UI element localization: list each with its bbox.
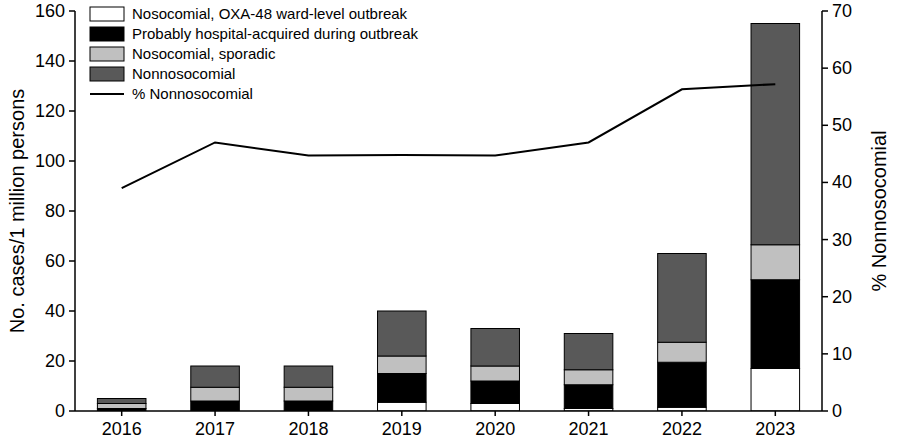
y-tick	[69, 60, 75, 62]
y2-tick-label: 70	[832, 1, 852, 21]
x-tick	[308, 411, 310, 416]
legend-line	[90, 93, 124, 95]
y-tick-label: 40	[45, 301, 65, 321]
y2-tick	[822, 239, 828, 241]
bar	[378, 402, 427, 411]
y-tick-label: 20	[45, 351, 65, 371]
x-tick	[121, 411, 123, 416]
legend-swatch	[90, 27, 124, 41]
bar	[471, 381, 520, 404]
y-tick-label: 60	[45, 251, 65, 271]
chart: 0 20 40 60 80 100 120 140 160 0 10 20 30 40 50 60 70 2016…	[0, 0, 900, 446]
y-tick-label: 140	[35, 51, 65, 71]
bar	[284, 387, 333, 401]
y2-tick	[822, 125, 828, 127]
x-tick-label: 2023	[755, 419, 795, 439]
x-tick-label: 2018	[288, 419, 328, 439]
legend-label: Nosocomial, OXA-48 ward-level outbreak	[132, 5, 408, 22]
y2-axis-label: % Nonnosocomial	[868, 130, 890, 291]
x-tick-label: 2019	[382, 419, 422, 439]
bar	[658, 362, 707, 407]
x-tick	[588, 411, 590, 416]
y2-tick-label: 0	[832, 401, 842, 421]
x-tick-label: 2017	[195, 419, 235, 439]
x-tick	[401, 411, 403, 416]
y2-tick-label: 10	[832, 344, 852, 364]
bar	[284, 366, 333, 387]
x-axis	[75, 410, 822, 412]
x-tick	[775, 411, 777, 416]
x-tick-label: 2022	[662, 419, 702, 439]
bar	[658, 254, 707, 343]
bar	[471, 329, 520, 367]
bar	[191, 387, 240, 401]
y-tick-label: 160	[35, 1, 65, 21]
bar	[191, 401, 240, 411]
x-tick	[681, 411, 683, 416]
y-tick	[69, 260, 75, 262]
bar	[751, 369, 800, 412]
y2-axis	[821, 11, 823, 411]
bar	[564, 370, 613, 385]
bar	[751, 24, 800, 245]
legend-swatch	[90, 7, 124, 21]
x-tick-label: 2016	[102, 419, 142, 439]
y-tick	[69, 160, 75, 162]
y-axis-label: No. cases/1 million persons	[6, 89, 28, 334]
line	[122, 84, 776, 188]
y2-tick	[822, 296, 828, 298]
y2-tick	[822, 410, 828, 412]
bar	[751, 245, 800, 280]
bar	[564, 385, 613, 409]
bar	[97, 404, 146, 409]
bar	[471, 404, 520, 412]
x-tick	[494, 411, 496, 416]
bar	[471, 366, 520, 381]
y2-tick	[822, 10, 828, 12]
bar	[191, 366, 240, 387]
y2-tick-label: 30	[832, 230, 852, 250]
plot-area	[97, 24, 799, 412]
legend-swatch	[90, 67, 124, 81]
y-tick	[69, 210, 75, 212]
bar	[658, 342, 707, 362]
bar	[378, 311, 427, 356]
y2-tick-label: 60	[832, 58, 852, 78]
legend-label: Probably hospital-acquired during outbre…	[132, 25, 419, 42]
x-tick-label: 2021	[569, 419, 609, 439]
bar	[284, 401, 333, 411]
y-tick	[69, 10, 75, 12]
bar	[378, 374, 427, 403]
bar	[751, 280, 800, 369]
y-tick-label: 80	[45, 201, 65, 221]
bar	[378, 356, 427, 374]
y-tick	[69, 110, 75, 112]
y-tick	[69, 360, 75, 362]
bar	[564, 334, 613, 370]
legend-label: Nonnosocomial	[132, 65, 235, 82]
y2-tick-label: 20	[832, 287, 852, 307]
y2-tick-label: 50	[832, 115, 852, 135]
x-tick	[214, 411, 216, 416]
y-tick-label: 100	[35, 151, 65, 171]
y-tick	[69, 310, 75, 312]
y2-tick	[822, 353, 828, 355]
y-tick	[69, 410, 75, 412]
y-tick-label: 120	[35, 101, 65, 121]
legend-label: Nosocomial, sporadic	[132, 45, 276, 62]
x-tick-label: 2020	[475, 419, 515, 439]
y2-tick	[822, 182, 828, 184]
bar	[97, 399, 146, 404]
y2-tick	[822, 67, 828, 69]
legend-label: % Nonnosocomial	[132, 85, 253, 102]
legend: Nosocomial, OXA-48 ward-level outbreak Pr…	[90, 5, 419, 102]
y-tick-label: 0	[55, 401, 65, 421]
legend-swatch	[90, 47, 124, 61]
y2-tick-label: 40	[832, 172, 852, 192]
